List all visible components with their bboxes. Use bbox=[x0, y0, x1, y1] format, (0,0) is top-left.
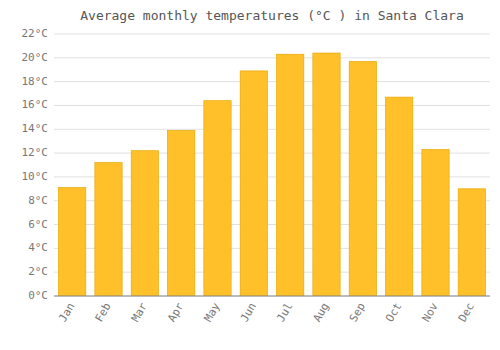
y-tick-label: 20°C bbox=[22, 51, 49, 64]
y-tick-label: 12°C bbox=[22, 146, 49, 159]
bar bbox=[313, 53, 340, 296]
x-tick-label: Sep bbox=[347, 301, 368, 325]
bar bbox=[204, 101, 231, 296]
x-tick-label: Jun bbox=[238, 301, 259, 325]
bar bbox=[277, 54, 304, 296]
bar bbox=[168, 130, 195, 296]
grid-line bbox=[54, 296, 490, 297]
bar bbox=[240, 71, 267, 296]
x-tick-label: Jan bbox=[56, 301, 77, 325]
y-tick-label: 2°C bbox=[28, 265, 48, 278]
grid-line bbox=[54, 105, 490, 106]
bars bbox=[59, 53, 486, 296]
x-axis: Jan Feb Mar Apr May Jun Jul Aug Sep Oct Nov Dec bbox=[56, 300, 477, 324]
x-tick-label: Nov bbox=[420, 300, 441, 324]
grid bbox=[54, 34, 490, 296]
y-tick-label: 6°C bbox=[28, 218, 48, 231]
grid-line bbox=[54, 129, 490, 130]
x-tick-label: Apr bbox=[165, 300, 186, 324]
y-tick-label: 16°C bbox=[22, 98, 49, 111]
y-tick-label: 8°C bbox=[28, 194, 48, 207]
x-tick-label: Mar bbox=[129, 300, 150, 324]
bar bbox=[458, 189, 485, 296]
x-tick-label: Dec bbox=[456, 301, 477, 325]
x-tick-label: Jul bbox=[274, 301, 295, 325]
y-tick-label: 4°C bbox=[28, 241, 48, 254]
bar bbox=[349, 61, 376, 296]
x-tick-label: Feb bbox=[93, 301, 114, 325]
grid-line bbox=[54, 34, 490, 35]
y-tick-label: 18°C bbox=[22, 75, 49, 88]
bar bbox=[131, 151, 158, 296]
bar bbox=[422, 150, 449, 296]
chart: 0°C 2°C 4°C 6°C 8°C 10°C 12°C 14°C 16°C 18°C 20°C 2… bbox=[0, 0, 500, 350]
x-tick-label: May bbox=[202, 300, 223, 324]
x-tick-label: Aug bbox=[311, 301, 332, 325]
y-tick-label: 14°C bbox=[22, 122, 49, 135]
grid-line bbox=[54, 57, 490, 58]
bar bbox=[59, 188, 86, 296]
x-tick-label: Oct bbox=[383, 301, 404, 325]
y-tick-label: 10°C bbox=[22, 170, 49, 183]
title: Average monthly temperatures (°C ) in Sa… bbox=[80, 8, 464, 23]
grid-line bbox=[54, 81, 490, 82]
bar bbox=[386, 97, 413, 296]
y-axis: 0°C 2°C 4°C 6°C 8°C 10°C 12°C 14°C 16°C 18°C 20°C 2… bbox=[22, 27, 49, 302]
bar bbox=[95, 163, 122, 296]
y-tick-label: 22°C bbox=[22, 27, 49, 40]
x-axis-line bbox=[54, 296, 490, 297]
y-tick-label: 0°C bbox=[28, 289, 48, 302]
chart-container: 0°C 2°C 4°C 6°C 8°C 10°C 12°C 14°C 16°C 18°C 20°C 2… bbox=[0, 0, 500, 350]
